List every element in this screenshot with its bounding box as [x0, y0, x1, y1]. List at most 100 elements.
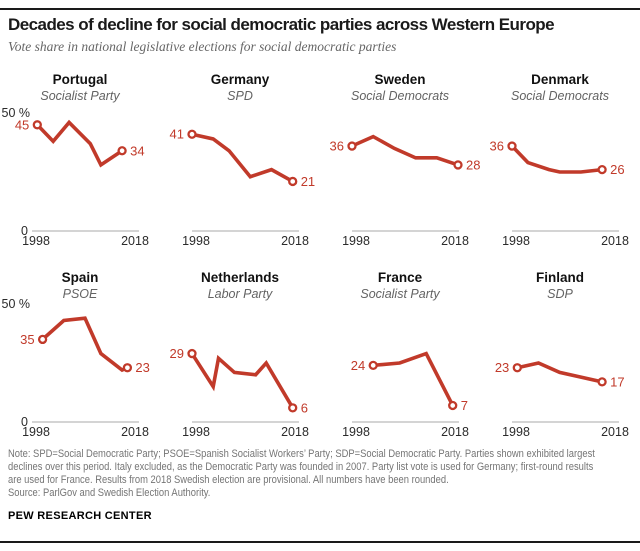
panel-sweden: Sweden Social Democrats 1998 2018 36 28: [320, 70, 481, 248]
chart-title: Decades of decline for social democratic…: [8, 15, 555, 34]
party-label: SDP: [547, 287, 573, 301]
note-line: Note: SPD=Social Democratic Party; PSOE=…: [8, 448, 595, 460]
panel-denmark: Denmark Social Democrats 1998 2018 36 26: [480, 70, 640, 248]
trend-chart: 1998 2018 41 21: [170, 127, 316, 248]
trend-chart: 1998 2018 24 7: [342, 351, 469, 439]
end-marker: [122, 363, 133, 373]
end-marker: [453, 160, 463, 170]
country-label: Sweden: [374, 72, 426, 87]
start-marker: [347, 141, 357, 151]
x-tick-end: 2018: [441, 234, 469, 248]
start-value-label: 36: [330, 139, 344, 154]
note-line: declines over this period. Italy exclude…: [8, 461, 594, 473]
x-tick-start: 1998: [22, 425, 50, 439]
party-label: Social Democrats: [351, 89, 449, 103]
x-tick-start: 1998: [342, 234, 370, 248]
source-line: Source: ParlGov and Swedish Election Aut…: [8, 487, 211, 499]
x-tick-end: 2018: [441, 425, 469, 439]
end-value-label: 6: [301, 400, 308, 415]
party-label: Socialist Party: [40, 89, 120, 103]
country-label: Finland: [536, 270, 584, 285]
country-label: Spain: [61, 270, 99, 285]
start-marker: [507, 141, 517, 151]
end-marker: [597, 377, 607, 387]
party-label: PSOE: [62, 287, 98, 301]
panel-row-bottom: Spain PSOE 50 % 0 1998 2018 35 23 Netherlands Lab…: [0, 248, 640, 448]
party-label: Social Democrats: [511, 89, 609, 103]
country-label: Germany: [210, 72, 270, 87]
end-value-label: 7: [461, 398, 468, 413]
start-marker: [512, 363, 522, 373]
party-label: Socialist Party: [360, 287, 440, 301]
end-value-label: 34: [130, 143, 144, 158]
end-marker: [597, 164, 607, 175]
end-marker: [288, 176, 298, 187]
x-tick-end: 2018: [601, 234, 629, 248]
x-tick-end: 2018: [121, 425, 149, 439]
party-label: Labor Party: [207, 287, 273, 301]
panel-netherlands: Netherlands Labor Party 1998 2018 29 6: [160, 248, 320, 448]
top-divider: [0, 8, 640, 10]
country-label: Portugal: [52, 72, 108, 87]
trend-chart: 1998 2018 23 17: [495, 360, 629, 439]
country-label: Denmark: [531, 72, 589, 87]
panel-finland: Finland SDP 1998 2018 23 17: [480, 248, 640, 448]
start-value-label: 36: [490, 139, 504, 154]
bottom-divider: [0, 541, 640, 543]
chart-subtitle: Vote share in national legislative elect…: [8, 39, 397, 54]
country-label: France: [377, 270, 423, 285]
trend-line: [36, 119, 124, 168]
x-tick-start: 1998: [342, 425, 370, 439]
country-label: Netherlands: [200, 270, 280, 285]
y-tick-top: 50 %: [2, 106, 31, 120]
start-value-label: 29: [170, 346, 184, 361]
x-tick-start: 1998: [182, 425, 210, 439]
end-marker: [117, 146, 127, 156]
x-tick-start: 1998: [502, 425, 530, 439]
end-value-label: 17: [610, 374, 624, 389]
start-marker: [37, 334, 48, 345]
panel-row-top: Portugal Socialist Party 50 % 0 1998 2018 45 34…: [0, 70, 640, 248]
trend-chart: 1998 2018 36 26: [490, 139, 629, 248]
trend-line: [516, 361, 603, 384]
end-value-label: 21: [301, 174, 315, 189]
end-value-label: 28: [466, 157, 480, 172]
start-marker: [187, 348, 197, 359]
start-marker: [187, 129, 197, 139]
end-marker: [448, 400, 458, 411]
footnote: Note: SPD=Social Democratic Party; PSOE=…: [8, 448, 640, 500]
start-marker: [368, 360, 378, 371]
end-value-label: 23: [135, 360, 149, 375]
note-line: are used for France. Results from 2018 S…: [8, 474, 449, 486]
trend-line: [373, 351, 455, 407]
x-tick-end: 2018: [281, 425, 309, 439]
trend-line: [191, 132, 294, 184]
start-marker: [32, 120, 42, 130]
end-marker: [288, 403, 298, 413]
x-tick-start: 1998: [182, 234, 210, 248]
x-tick-end: 2018: [601, 425, 629, 439]
trend-chart: 1998 2018 36 28: [330, 134, 480, 248]
trend-line: [351, 134, 459, 167]
x-tick-end: 2018: [281, 234, 309, 248]
trend-line: [510, 144, 603, 174]
y-tick-zero: 0: [21, 224, 28, 238]
start-value-label: 41: [170, 127, 184, 142]
panel-spain: Spain PSOE 50 % 0 1998 2018 35 23: [0, 248, 160, 448]
panel-germany: Germany SPD 1998 2018 41 21: [160, 70, 320, 248]
trend-line: [41, 316, 129, 373]
panel-portugal: Portugal Socialist Party 50 % 0 1998 2018 45 34: [0, 70, 160, 248]
x-tick-start: 1998: [502, 234, 530, 248]
party-label: SPD: [227, 89, 253, 103]
x-tick-end: 2018: [121, 234, 149, 248]
start-value-label: 23: [495, 360, 509, 375]
brand-label: PEW RESEARCH CENTER: [8, 510, 152, 522]
start-value-label: 24: [351, 358, 365, 373]
panel-france: France Socialist Party 1998 2018 24 7: [320, 248, 480, 448]
trend-chart: 1998 2018 29 6: [170, 346, 309, 439]
y-tick-top: 50 %: [2, 297, 31, 311]
start-value-label: 35: [20, 332, 34, 347]
